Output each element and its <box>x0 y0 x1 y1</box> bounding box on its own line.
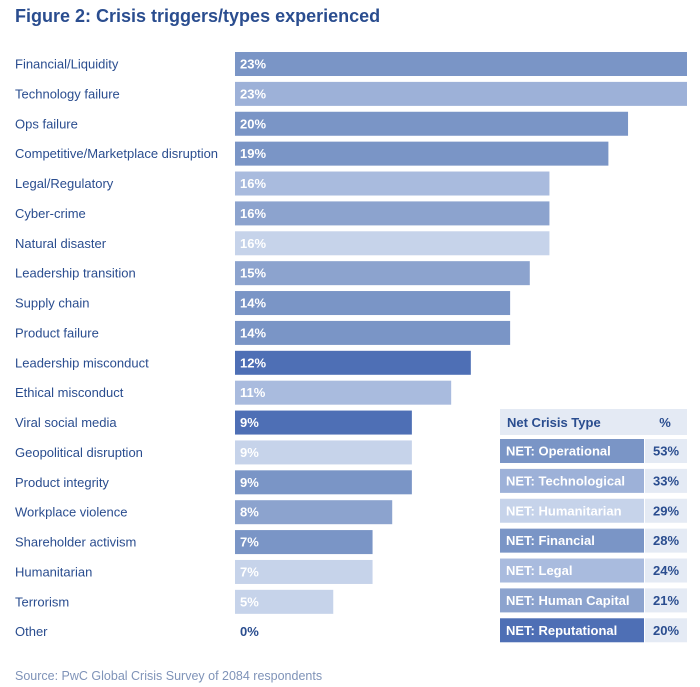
value-label: 14% <box>240 296 266 311</box>
net-row-value: 20% <box>653 623 679 638</box>
net-row-pct-bg <box>645 439 687 463</box>
value-label: 20% <box>240 116 266 131</box>
category-label: Product integrity <box>15 475 109 490</box>
net-table-header: Net Crisis Type <box>507 415 601 430</box>
bar <box>235 380 452 405</box>
category-label: Leadership misconduct <box>15 355 149 370</box>
net-row-pct-bg <box>645 528 687 553</box>
bar <box>235 261 530 286</box>
bar <box>235 320 511 345</box>
value-label: 8% <box>240 505 259 520</box>
bar <box>235 81 687 106</box>
bar <box>235 470 412 495</box>
net-row-bg <box>500 468 644 493</box>
value-label: 7% <box>240 564 259 579</box>
net-row-label: NET: Operational <box>506 444 611 459</box>
category-label: Workplace violence <box>15 505 127 520</box>
net-row-label: NET: Legal <box>506 563 572 578</box>
net-row-bg <box>500 439 644 463</box>
category-label: Supply chain <box>15 296 89 311</box>
net-row-bg <box>500 588 644 613</box>
category-label: Shareholder activism <box>15 535 136 550</box>
net-row-pct-bg <box>645 618 687 643</box>
value-label: 19% <box>240 146 266 161</box>
net-table-pct-header: % <box>659 415 671 430</box>
net-row-bg <box>500 558 644 583</box>
value-label: 9% <box>240 445 259 460</box>
bar <box>235 291 511 316</box>
net-row-label: NET: Technological <box>506 473 625 488</box>
category-label: Leadership transition <box>15 266 136 281</box>
bar <box>235 231 550 256</box>
net-table-header-bg <box>500 409 687 435</box>
category-label: Legal/Regulatory <box>15 176 114 191</box>
net-row-value: 21% <box>653 593 679 608</box>
bar <box>235 350 471 375</box>
net-row-value: 29% <box>653 503 679 518</box>
value-label: 12% <box>240 355 266 370</box>
category-label: Geopolitical disruption <box>15 445 143 460</box>
net-table-rows: NET: Operational 53% NET: Technological 33%… <box>500 439 687 643</box>
net-row-pct-bg <box>645 468 687 493</box>
net-row-label: NET: Reputational <box>506 623 617 638</box>
net-crisis-table: Net Crisis Type % NET: Operational 53%NET… <box>500 409 687 643</box>
value-label: 7% <box>240 535 259 550</box>
bar <box>235 559 373 584</box>
bar <box>235 201 550 226</box>
value-label: 15% <box>240 266 266 281</box>
bar <box>235 52 687 76</box>
bar <box>235 440 412 465</box>
category-label: Financial/Liquidity <box>15 57 119 72</box>
bar <box>235 500 393 525</box>
bar <box>235 171 550 196</box>
bar <box>235 589 334 614</box>
value-label: 11% <box>240 385 266 400</box>
net-row-label: NET: Financial <box>506 533 595 548</box>
bar <box>235 111 629 136</box>
value-label: 9% <box>240 415 259 430</box>
category-label: Viral social media <box>15 415 117 430</box>
value-label: 23% <box>240 57 266 72</box>
net-row-value: 28% <box>653 533 679 548</box>
net-row-pct-bg <box>645 498 687 523</box>
category-label: Technology failure <box>15 86 120 101</box>
net-row-value: 53% <box>653 444 679 459</box>
net-row-bg <box>500 618 644 643</box>
net-row-bg <box>500 528 644 553</box>
value-label: 16% <box>240 206 266 221</box>
bar <box>235 530 373 555</box>
category-label: Competitive/Marketplace disruption <box>15 146 218 161</box>
net-row-pct-bg <box>645 588 687 613</box>
category-label: Other <box>15 624 48 639</box>
chart-title: Figure 2: Crisis triggers/types experien… <box>15 6 380 26</box>
bar <box>235 141 609 166</box>
value-label: 0% <box>240 624 259 639</box>
category-label: Ethical misconduct <box>15 385 124 400</box>
value-label: 16% <box>240 176 266 191</box>
net-row-value: 24% <box>653 563 679 578</box>
net-row-label: NET: Humanitarian <box>506 503 622 518</box>
value-label: 16% <box>240 236 266 251</box>
net-row-bg <box>500 498 644 523</box>
category-label: Terrorism <box>15 594 69 609</box>
value-label: 14% <box>240 325 266 340</box>
net-row-label: NET: Human Capital <box>506 593 630 608</box>
category-label: Ops failure <box>15 116 78 131</box>
category-label: Humanitarian <box>15 564 92 579</box>
chart-source: Source: PwC Global Crisis Survey of 2084… <box>15 669 322 683</box>
category-label: Product failure <box>15 325 99 340</box>
bar <box>235 410 412 435</box>
net-row-pct-bg <box>645 558 687 583</box>
net-row-value: 33% <box>653 473 679 488</box>
value-label: 5% <box>240 594 259 609</box>
category-label: Cyber-crime <box>15 206 86 221</box>
value-label: 9% <box>240 475 259 490</box>
value-label: 23% <box>240 86 266 101</box>
bar-rows: Financial/Liquidity 23% Technology failure… <box>15 52 687 639</box>
category-label: Natural disaster <box>15 236 107 251</box>
